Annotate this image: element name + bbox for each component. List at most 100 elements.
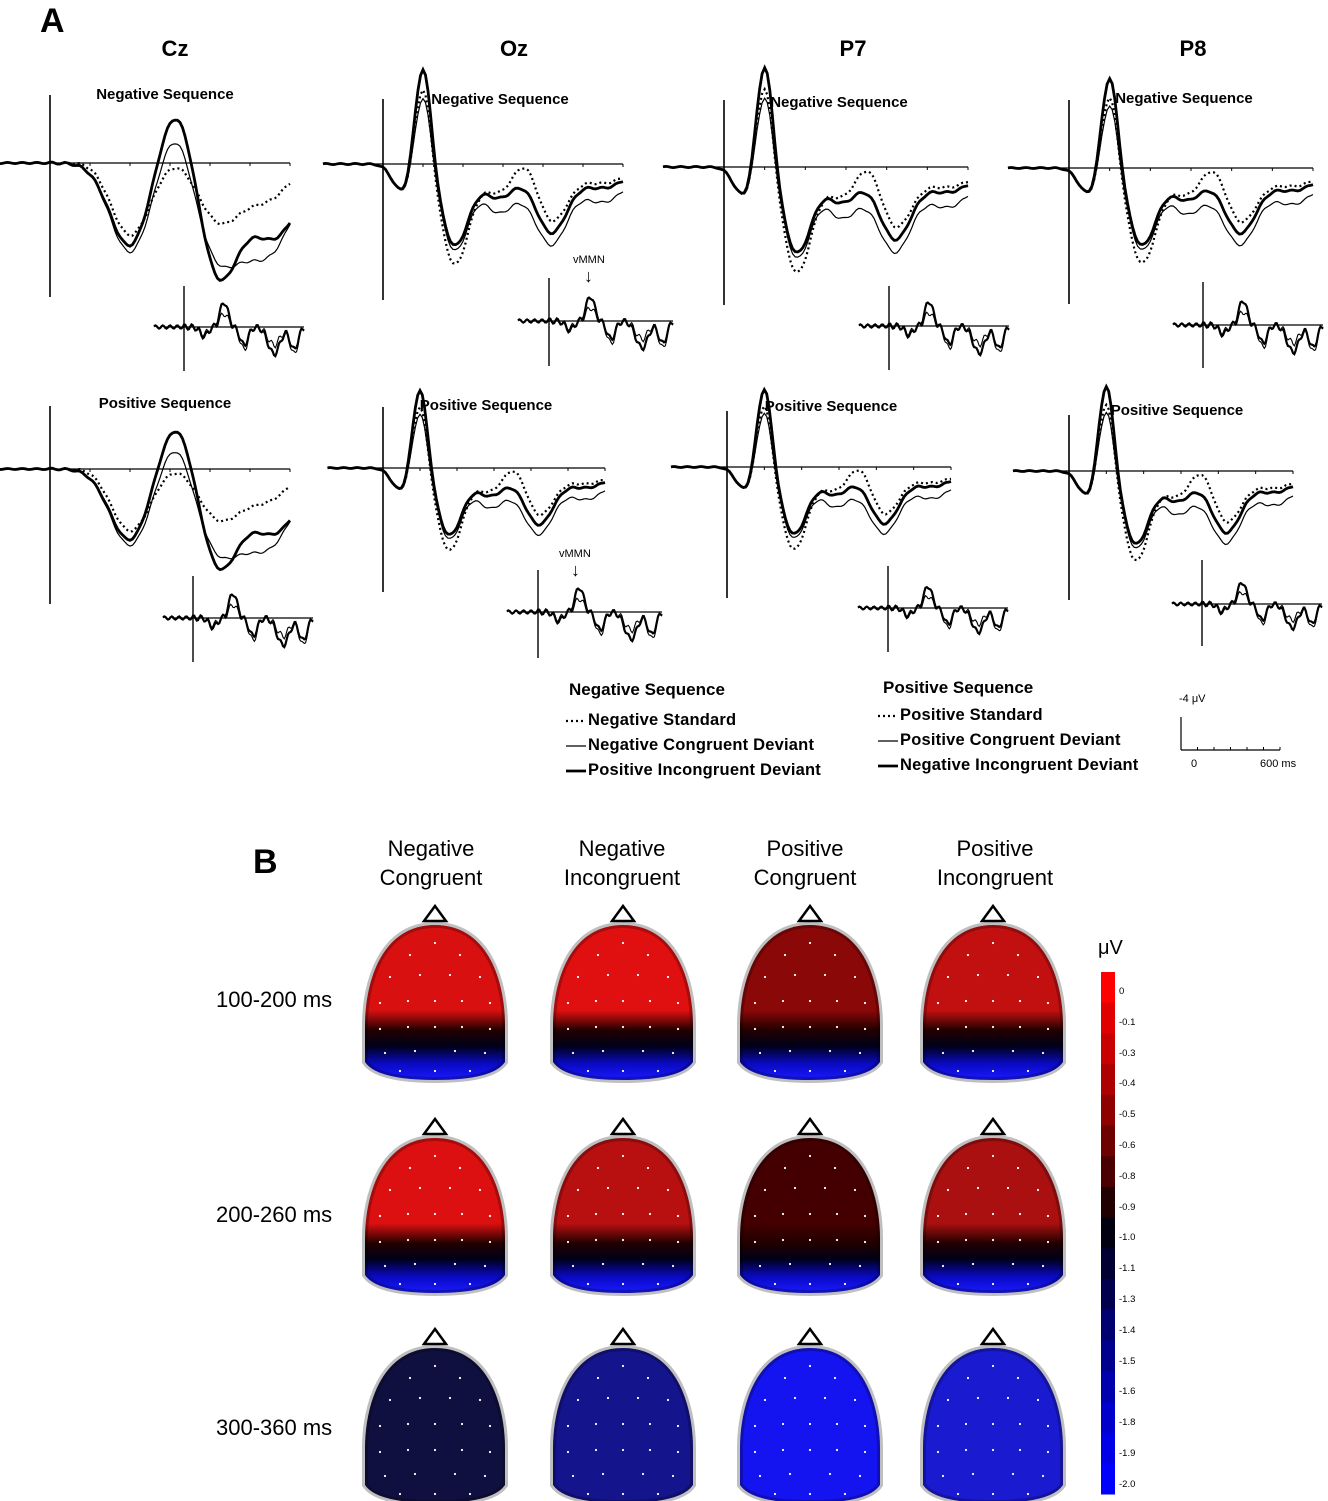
scale-amplitude-label: -4 μV [1179,693,1206,705]
electrode-dot [378,1424,382,1428]
colorbar-swatch [1101,1125,1115,1157]
electrode-dot [418,1396,422,1400]
electrode-dot [936,1001,940,1005]
electrode-dot [566,1424,570,1428]
electrode-dot [1016,1376,1020,1380]
electrode-dot [991,1282,995,1286]
electrode-dot [433,1212,437,1216]
colorbar-tick-label: -1.0 [1119,1232,1136,1244]
p8-negative-congruent-deviant-wave [1007,105,1314,250]
head-edge [920,1344,1066,1501]
colorbar-tick-label: -2.0 [1119,1478,1136,1490]
electrode-dot [1006,1396,1010,1400]
electrode-dot [853,975,857,979]
electrode-dot [656,1282,660,1286]
electrode-dot [478,1188,482,1192]
electrode-dot [566,1450,570,1454]
electrode-dot [763,1188,767,1192]
electrode-dot [991,1025,995,1029]
electrode-dot [468,1492,472,1496]
oz-positive-incongruent-deviant-wave [327,387,606,536]
topo-map-r3-c1 [362,1326,508,1501]
electrode-dot [433,941,437,945]
electrode-dot [468,1069,472,1073]
electrode-dot [853,1398,857,1402]
electrode-dot [964,1212,968,1216]
oz-negative-incongruent-deviant-wave [322,66,624,247]
topo-map-r3-c2 [550,1326,696,1501]
electrode-dot [781,999,785,1003]
electrode-dot [1046,1240,1050,1244]
electrode-dot [946,1398,950,1402]
electrode-dot [808,1448,812,1452]
electrode-dot [783,1376,787,1380]
cz-positive-diff-incongruent-diff-wave [162,593,314,649]
colorbar-swatch [1101,1279,1115,1311]
electrode-dot [596,1166,600,1170]
p7-negative-diff-congruent-diff-wave [858,311,1010,353]
colorbar-swatch [1101,1340,1115,1372]
electrode-dot [828,1262,832,1266]
electrode-dot [676,1450,680,1454]
oz-negative-diff-incongruent-diff-wave [517,296,674,352]
cz-negative-incongruent-deviant-wave [0,118,292,282]
electrode-dot [773,1069,777,1073]
electrode-dot [621,1238,625,1242]
electrode-dot [808,1154,812,1158]
electrode-dot [976,973,980,977]
electrode-dot [433,1154,437,1158]
electrode-dot [388,1188,392,1192]
seq-title-p8-negative: Negative Sequence [1115,90,1253,107]
electrode-dot [433,1069,437,1073]
electrode-dot [941,1264,945,1268]
nose-icon [609,1116,637,1136]
colorbar-tick-label: -1.9 [1119,1448,1136,1459]
electrode-dot [596,953,600,957]
electrode-dot [946,975,950,979]
p8-positive-diff-congruent-diff-wave [1171,590,1323,628]
colorbar-swatch [1101,1064,1115,1096]
colorbar-tick-label: -1.4 [1119,1324,1136,1336]
panel-a-letter: A [40,2,65,40]
colorbar-swatch [1101,1463,1115,1495]
electrode-dot [808,1069,812,1073]
head-edge [362,1344,508,1501]
electrode-dot [468,1282,472,1286]
electrode-dot [378,1214,382,1218]
condition-positive-congruent: Positive Congruent [753,836,857,890]
electrode-dot [1026,1282,1030,1286]
electrode-dot [594,1448,598,1452]
electrode-dot [1041,1051,1045,1055]
electrode-dot [991,1448,995,1452]
electrode-dot [941,1051,945,1055]
oz-negative-congruent-deviant-wave [322,97,624,251]
electrode-dot [453,1049,457,1053]
electrode-dot [1006,1186,1010,1190]
colorbar-tick-label: -0.3 [1119,1047,1136,1059]
seq-title-cz-negative: Negative Sequence [96,86,234,103]
nose-icon [796,903,824,923]
electrode-dot [781,1212,785,1216]
electrode-dot [1046,1027,1050,1031]
electrode-dot [621,1025,625,1029]
electrode-dot [793,973,797,977]
electrode-dot [956,1282,960,1286]
electrode-dot [758,1051,762,1055]
electrode-dot [808,941,812,945]
electrode-dot [586,1069,590,1073]
electrode-dot [601,1049,605,1053]
electrode-dot [594,1212,598,1216]
colorbar-tick-label: -0.5 [1119,1109,1136,1121]
topo-map-r3-c3 [737,1326,883,1501]
legend-positive-standard: Positive Standard [900,706,1043,724]
seq-title-p8-positive: Positive Sequence [1110,402,1244,419]
head-shape [553,1138,693,1293]
electrode-dot [460,1448,464,1452]
electrode-dot [781,1238,785,1242]
electrode-label-p8: P8 [1179,36,1207,61]
electrode-dot [676,1240,680,1244]
electrode-dot [398,1282,402,1286]
electrode-dot [398,1069,402,1073]
legend-positive-title: Positive Sequence [883,678,1034,697]
electrode-dot [991,1212,995,1216]
